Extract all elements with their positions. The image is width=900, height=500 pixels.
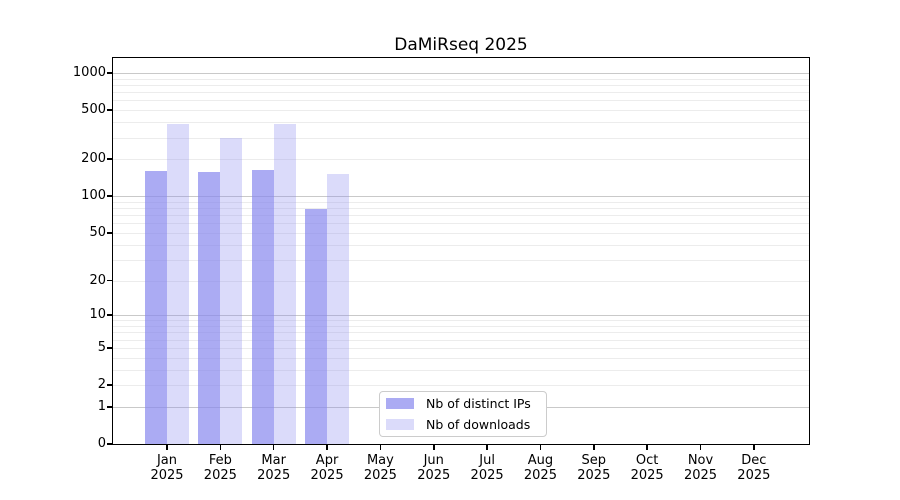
y-tick-label-1000: 1000 [72,65,106,80]
x-tick-dec [753,445,755,450]
y-tick-label-10: 10 [89,307,106,323]
bar-downloads-feb [220,137,243,444]
gridline-minor-80 [113,208,809,210]
legend-label-downloads: Nb of downloads [426,417,531,432]
y-tick-label-5: 5 [97,339,106,355]
gridline-minor-2 [113,385,809,386]
x-tick-label-mar: Mar 2025 [257,453,291,483]
bar-downloads-jan [167,124,189,444]
y-tick-label-200: 200 [81,151,106,167]
x-tick-feb [219,445,222,450]
gridline-minor-20 [113,280,809,282]
chart-title: DaMiRseq 2025 [394,35,528,55]
legend-swatch-downloads [386,419,414,430]
y-tick-10 [107,314,113,316]
gridline-minor-30 [113,259,809,261]
y-tick-5 [107,347,113,349]
y-tick-20 [107,279,113,282]
gridline-minor-40 [113,244,809,246]
x-tick-apr [326,445,328,450]
x-tick-label-apr: Apr 2025 [310,453,344,483]
bar-downloads-mar [273,123,296,444]
bar-distinct-ips-apr [305,209,328,444]
gridline-minor-200 [113,159,809,161]
legend-item-downloads: Nb of downloads [386,414,540,435]
legend-label-distinct-ips: Nb of distinct IPs [426,396,531,411]
gridline-major-100 [113,196,809,198]
x-tick-mar [272,445,275,450]
x-tick-label-nov: Nov 2025 [683,453,718,483]
y-tick-label-0: 0 [97,436,106,451]
x-tick-jun [433,445,435,450]
gridline-minor-60 [113,223,809,225]
x-tick-jan [166,445,168,450]
gridline-minor-7 [113,332,809,334]
x-tick-label-sep: Sep 2025 [577,453,611,483]
y-tick-2 [107,384,113,386]
y-tick-200 [107,158,113,160]
y-tick-label-100: 100 [81,188,106,204]
legend-item-distinct-ips: Nb of distinct IPs [386,393,540,414]
legend-swatch-distinct-ips [386,398,414,409]
gridline-major-1000 [113,73,809,74]
bar-distinct-ips-feb [198,171,221,444]
gridline-minor-6 [113,339,809,341]
x-tick-label-oct: Oct 2025 [630,453,664,483]
y-tick-label-20: 20 [89,272,106,288]
y-tick-label-2: 2 [97,377,106,392]
x-tick-label-feb: Feb 2025 [203,453,237,483]
x-tick-label-may: May 2025 [363,453,397,483]
bar-distinct-ips-mar [251,169,274,444]
x-tick-label-aug: Aug 2025 [523,453,557,483]
y-tick-1 [107,406,113,408]
x-tick-may [379,445,382,450]
x-tick-label-jan: Jan 2025 [150,453,184,483]
bar-downloads-apr [327,173,350,444]
plot-area [112,57,810,445]
gridline-minor-50 [113,232,809,234]
x-tick-jul [486,445,488,450]
gridline-minor-800 [113,84,809,86]
y-tick-label-1: 1 [97,398,106,414]
gridline-major-10 [113,315,809,317]
bar-distinct-ips-jan [145,171,167,444]
gridline-minor-3 [113,369,809,371]
x-tick-aug [539,445,542,450]
y-tick-1000 [107,72,113,74]
y-tick-0 [107,443,113,445]
x-tick-sep [593,445,595,450]
gridline-minor-900 [113,78,809,80]
gridline-minor-70 [113,215,809,217]
legend: Nb of distinct IPs Nb of downloads [379,391,547,437]
gridline-minor-4 [113,357,809,359]
x-tick-oct [646,445,648,450]
gridline-minor-500 [113,110,809,112]
y-tick-50 [107,232,113,234]
gridline-minor-300 [113,137,809,139]
x-tick-label-jun: Jun 2025 [417,453,451,483]
y-tick-label-50: 50 [89,224,106,240]
gridline-minor-5 [113,347,809,349]
x-tick-nov [699,445,702,450]
y-tick-label-500: 500 [81,102,106,118]
y-tick-500 [107,109,113,111]
gridline-minor-700 [113,92,809,94]
x-tick-label-jul: Jul 2025 [470,453,504,483]
gridline-minor-600 [113,100,809,102]
x-tick-label-dec: Dec 2025 [737,453,771,483]
gridline-minor-8 [113,326,809,327]
gridline-minor-400 [113,122,809,124]
y-tick-100 [107,195,113,197]
gridline-minor-9 [113,320,809,322]
gridline-minor-90 [113,201,809,203]
